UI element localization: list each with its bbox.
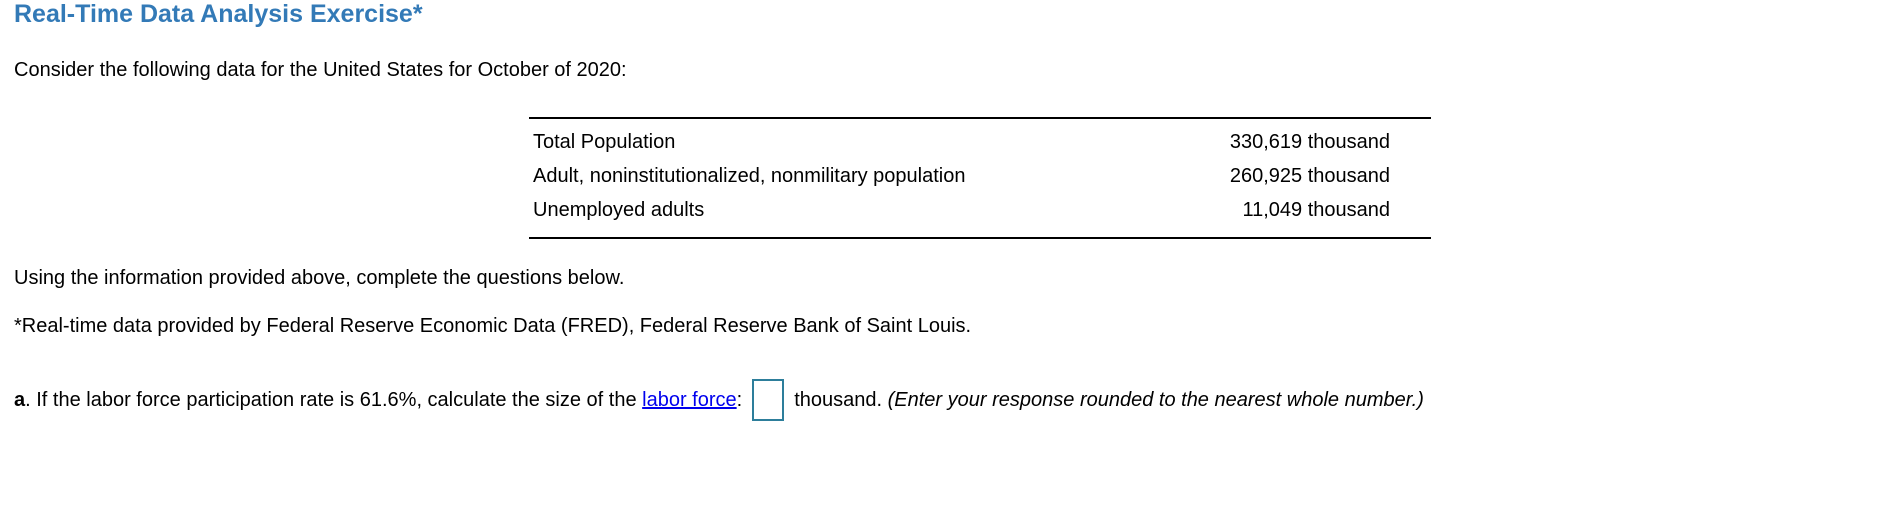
footnote-text: *Real-time data provided by Federal Rese… xyxy=(14,315,972,337)
row-value: 330,619 thousand xyxy=(1229,130,1390,153)
row-label: Adult, noninstitutionalized, nonmilitary… xyxy=(533,164,966,187)
question-unit-text: thousand. xyxy=(794,388,888,411)
population-data-table: Total Population 330,619 thousand Adult,… xyxy=(529,117,1431,239)
question-a: a . If the labor force participation rat… xyxy=(14,377,1424,423)
labor-force-link[interactable]: labor force xyxy=(642,388,737,411)
row-label: Total Population xyxy=(533,130,676,153)
question-note: (Enter your response rounded to the near… xyxy=(887,388,1424,411)
question-colon: : xyxy=(736,388,743,411)
question-text: . If the labor force participation rate … xyxy=(25,388,643,411)
intro-text: Consider the following data for the Unit… xyxy=(14,59,627,81)
row-value: 11,049 thousand xyxy=(1242,198,1390,221)
table-row: Unemployed adults 11,049 thousand xyxy=(529,193,1431,227)
row-label: Unemployed adults xyxy=(533,198,705,221)
page-title: Real-Time Data Analysis Exercise* xyxy=(14,0,423,28)
instructions-text: Using the information provided above, co… xyxy=(14,267,625,289)
labor-force-answer-input[interactable] xyxy=(752,379,785,421)
table-row: Total Population 330,619 thousand xyxy=(529,125,1431,159)
row-value: 260,925 thousand xyxy=(1229,164,1390,187)
table-row: Adult, noninstitutionalized, nonmilitary… xyxy=(529,159,1431,193)
question-marker: a xyxy=(14,388,26,411)
